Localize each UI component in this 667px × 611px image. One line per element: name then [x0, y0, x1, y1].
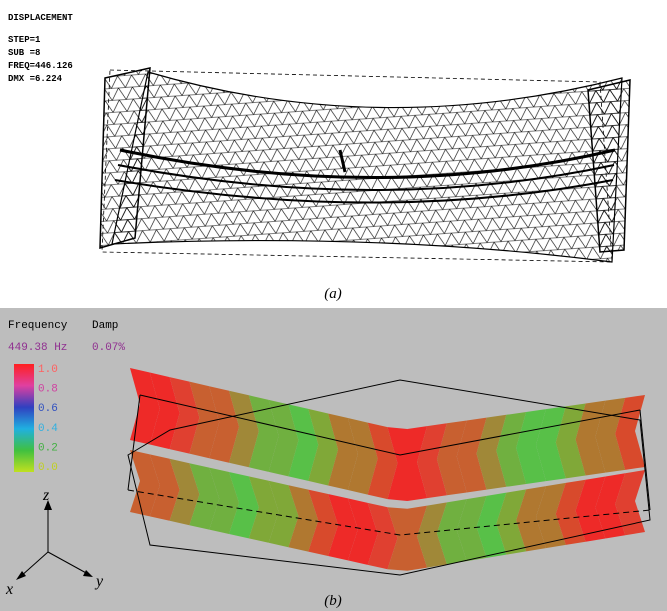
info-line: STEP=1	[8, 35, 41, 45]
figure: DISPLACEMENT STEP=1 SUB =8 FREQ=446.126 …	[0, 0, 667, 611]
axis-label: x	[5, 581, 13, 598]
title: DISPLACEMENT	[8, 13, 73, 23]
color-bar	[14, 364, 34, 472]
page: DISPLACEMENT STEP=1 SUB =8 FREQ=446.126 …	[0, 0, 667, 611]
header: Frequency	[8, 320, 68, 332]
readout: 449.38 Hz	[8, 342, 67, 354]
scale-label: 0.0	[38, 462, 58, 474]
scale-label: 0.4	[38, 423, 58, 435]
header: Damp	[92, 320, 118, 332]
scale-label: 0.2	[38, 442, 58, 454]
readout: 0.07%	[92, 342, 125, 354]
caption: (b)	[324, 593, 342, 609]
axis-label: y	[94, 573, 104, 590]
scale-label: 0.8	[38, 384, 58, 396]
axis-label: z	[42, 487, 50, 504]
info-line: DMX =6.224	[8, 74, 63, 84]
info-line: SUB =8	[8, 48, 40, 58]
caption: (a)	[324, 286, 342, 302]
scale-label: 1.0	[38, 364, 58, 376]
scale-label: 0.6	[38, 403, 58, 415]
info-line: FREQ=446.126	[8, 61, 73, 71]
